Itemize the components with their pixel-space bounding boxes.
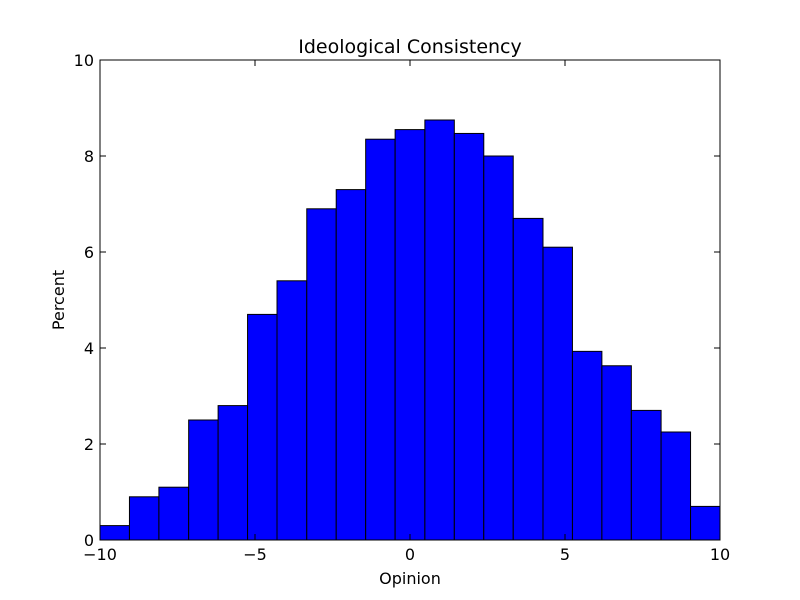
histogram-bar bbox=[542, 246, 573, 541]
histogram-bar bbox=[453, 132, 485, 541]
x-axis-ticks: −10 −5 0 5 10 bbox=[83, 60, 730, 564]
x-axis-title: Opinion bbox=[379, 569, 441, 588]
y-tick-label: 8 bbox=[84, 147, 94, 166]
histogram-bar bbox=[424, 119, 455, 541]
histogram-bar bbox=[276, 280, 308, 541]
histogram-bar bbox=[660, 431, 692, 541]
y-axis-title: Percent bbox=[49, 270, 68, 330]
histogram-bar bbox=[630, 409, 662, 541]
x-tick-label: −10 bbox=[83, 545, 117, 564]
y-tick-label: 6 bbox=[84, 243, 94, 262]
histogram-bar bbox=[690, 505, 721, 541]
histogram-bar bbox=[217, 405, 249, 541]
bars-group bbox=[99, 119, 721, 541]
histogram-bar bbox=[247, 313, 278, 541]
histogram-bar bbox=[128, 496, 160, 541]
y-tick-label: 0 bbox=[84, 531, 94, 550]
x-tick-label: 10 bbox=[710, 545, 730, 564]
histogram-bar bbox=[335, 189, 367, 541]
histogram-bar bbox=[99, 525, 130, 541]
x-tick-label: 5 bbox=[560, 545, 570, 564]
histogram-bar bbox=[483, 155, 514, 541]
x-tick-label: 0 bbox=[405, 545, 415, 564]
histogram-bar bbox=[158, 486, 190, 541]
y-tick-label: 10 bbox=[74, 51, 94, 70]
histogram-bar bbox=[394, 129, 426, 541]
y-axis-ticks: 0 2 4 6 8 10 bbox=[74, 51, 720, 550]
y-tick-label: 4 bbox=[84, 339, 94, 358]
histogram-bar bbox=[512, 217, 544, 541]
histogram-bar bbox=[365, 138, 396, 541]
histogram-bar bbox=[306, 208, 337, 541]
histogram-bar bbox=[571, 350, 603, 541]
y-tick-label: 2 bbox=[84, 435, 94, 454]
histogram-bar bbox=[188, 419, 219, 541]
chart-title: Ideological Consistency bbox=[298, 36, 522, 58]
histogram-bar bbox=[601, 365, 632, 541]
x-tick-label: −5 bbox=[243, 545, 267, 564]
